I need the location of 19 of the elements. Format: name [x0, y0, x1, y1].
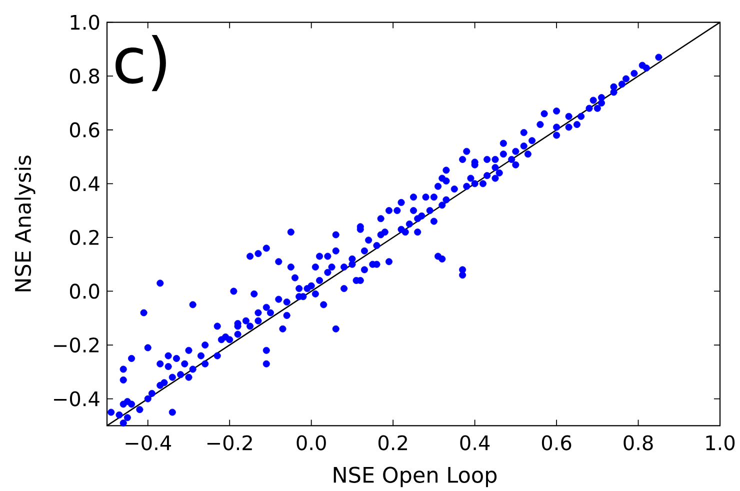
x-tick-label: 0.2: [378, 435, 407, 450]
x-tick-label: −0.2: [207, 435, 252, 450]
y-tick-label: 0.4: [70, 176, 100, 192]
y-tick-label: −0.2: [54, 337, 98, 353]
y-axis-title: NSE Analysis: [14, 156, 36, 292]
x-tick-label: 0.0: [296, 435, 326, 450]
y-tick-label: 0.2: [70, 230, 98, 246]
x-tick-label: 0.6: [542, 435, 572, 450]
x-tick-label: 0.8: [624, 435, 653, 450]
x-tick-label: −0.4: [126, 435, 172, 450]
y-tick-label: 1.0: [70, 14, 100, 30]
x-axis-title: NSE Open Loop: [334, 466, 497, 488]
y-tick-label: 0.6: [70, 122, 100, 138]
y-tick-label: 0.0: [70, 284, 100, 299]
y-tick-label: 0.8: [70, 68, 100, 84]
x-tick-label: 0.4: [460, 435, 490, 450]
x-tick-label: 1.0: [706, 435, 735, 450]
annotation: c): [116, 35, 166, 92]
y-tick-label: −0.4: [54, 391, 100, 406]
